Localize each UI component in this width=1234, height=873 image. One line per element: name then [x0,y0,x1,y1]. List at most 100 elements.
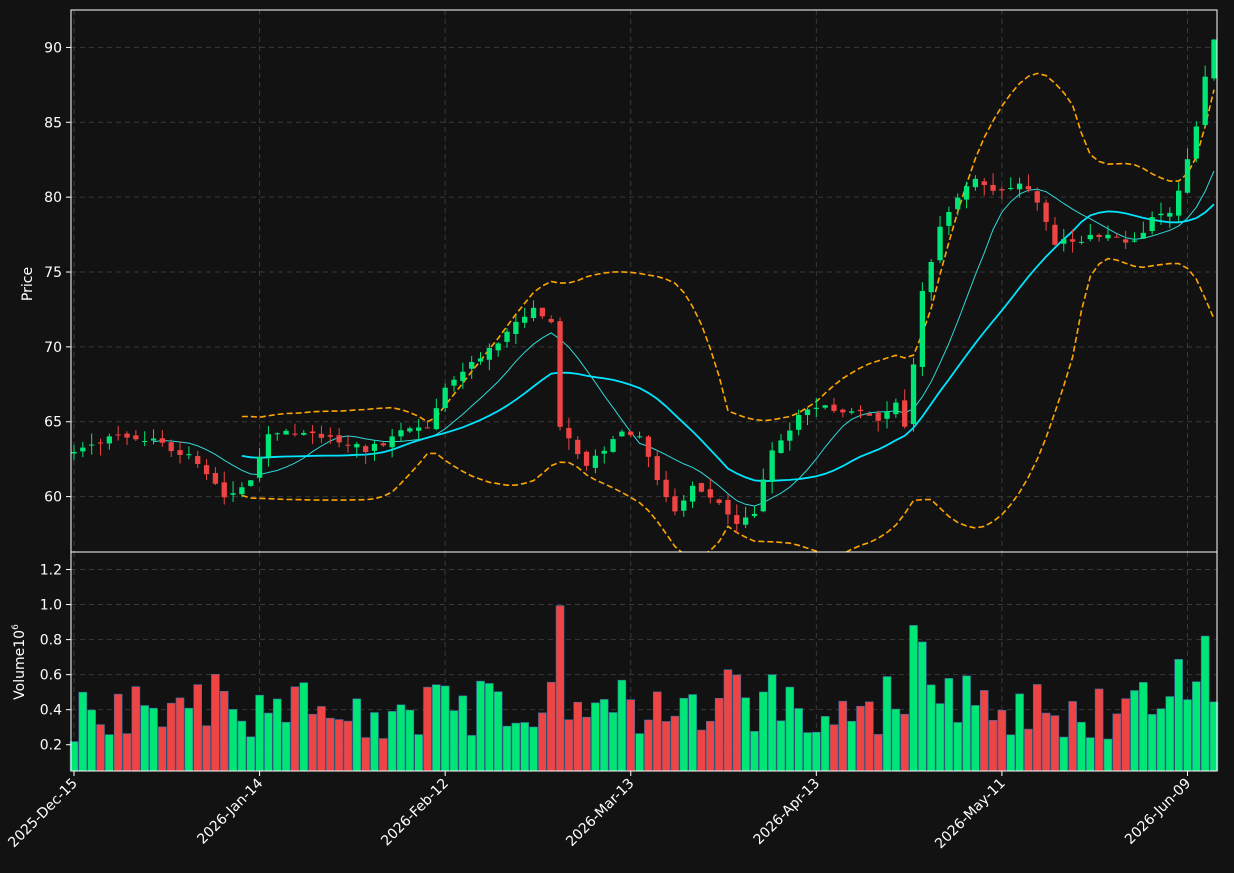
volume-axis-label-text: Volume [12,648,28,700]
volume-bar [838,700,848,772]
volume-bar [131,686,141,772]
volume-bar [414,734,423,772]
candle-body [999,189,1005,191]
volume-bar [670,715,680,772]
candle-body [124,433,130,438]
candle-body [380,443,386,446]
candle-body [1096,234,1102,238]
volume-bar [1156,708,1166,772]
candle-body [416,427,422,431]
volume-bar [599,699,609,772]
volume-bar [714,697,724,772]
volume-bar [476,680,485,772]
candle-body [433,408,439,430]
candle-body [654,456,660,481]
candle-body [539,307,546,317]
volume-series [69,605,1219,772]
candle-body [477,358,484,362]
volume-bar [918,641,927,772]
volume-bar [467,735,476,772]
volume-bar [1174,659,1183,772]
candle-body [902,400,908,427]
volume-bar [1165,696,1175,772]
volume-bar [644,719,653,772]
volume-bar [635,733,644,772]
candle-body [495,343,501,351]
candle-body [256,456,263,478]
candle-body [354,444,360,448]
volume-bar [1059,736,1069,772]
candle-body [451,379,457,386]
candle-body [566,428,572,439]
volume-bar [140,705,149,772]
volume-bar [732,674,742,772]
candle-body [1105,234,1111,239]
candle-body [575,439,581,455]
volume-bar [1024,728,1033,772]
candle-body [769,450,775,482]
volume-bar [803,732,812,772]
volume-bar [538,712,547,772]
candle-body [292,433,298,435]
candle-body [990,184,996,191]
volume-bar [1112,713,1122,772]
volume-bar [1050,715,1060,772]
volume-bar [511,722,521,772]
volume-bar [812,731,821,772]
candle-body [530,307,537,319]
candle-body [592,455,599,468]
candle-body [689,485,696,502]
volume-bar [706,720,715,772]
candle-body [734,515,740,524]
candle-body [1176,190,1182,216]
candle-body [362,446,369,452]
volume-bar [546,681,556,772]
candle-body [1052,224,1058,245]
price-tick-label: 90 [44,40,62,56]
volume-bar [1200,635,1210,772]
candle-body [840,409,846,413]
volume-bar [626,699,636,772]
volume-bar [944,678,954,772]
volume-bar [326,717,335,772]
candle-body [389,436,395,448]
candle-body [1069,239,1076,242]
volume-bar [281,721,291,772]
ma-long-line [241,203,1215,483]
volume-bar [520,722,529,772]
volume-bar [228,709,238,772]
volume-bar [1139,682,1148,772]
bollinger-lower-line [241,257,1215,552]
candle-body [407,428,413,432]
volume-bar [829,724,839,772]
volume-tick-label: 1.0 [40,598,62,614]
candle-body [813,407,819,409]
volume-axis-label-exponent-power: 6 [11,624,21,630]
volume-bar [485,683,494,772]
candle-body [1043,202,1049,222]
candle-body [327,435,333,437]
volume-bar [767,674,777,772]
candle-body [1131,240,1138,242]
candle-body [1140,232,1146,239]
volume-bar [1041,712,1051,772]
candle-body [628,431,634,436]
candle-body [80,447,86,452]
volume-bar [555,605,565,772]
candle-body [469,361,475,369]
volume-bar [423,686,432,772]
price-tick-label: 85 [44,115,62,131]
candle-body [1122,239,1129,243]
candle-body [265,434,272,457]
volume-axis-label-exponent-base: 10 [12,630,28,648]
candle-body [928,262,934,293]
candle-body [97,442,104,444]
candle-body [142,441,148,443]
volume-bar [979,690,989,772]
volume-bar [971,705,980,772]
volume-bar [290,686,300,772]
volume-bar [202,725,211,772]
candle-body [1061,239,1067,244]
volume-bar [573,701,582,772]
volume-bar [255,694,264,772]
